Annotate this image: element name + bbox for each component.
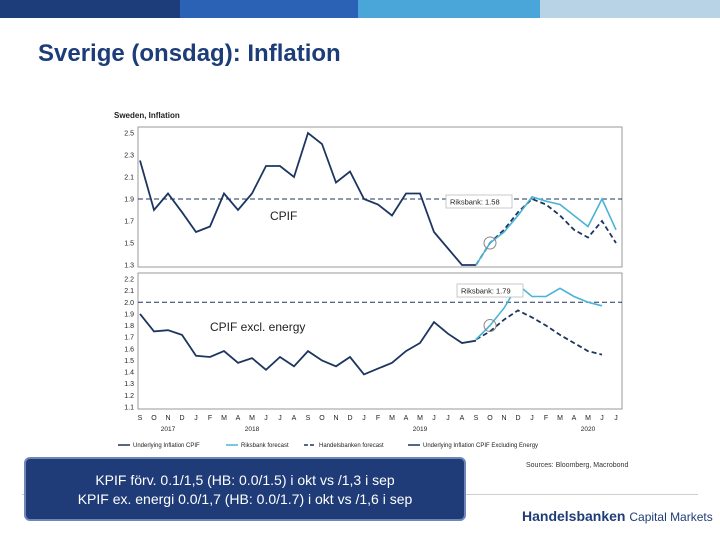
y-tick-label: 1.8 <box>124 323 134 330</box>
y-tick-label: 1.6 <box>124 346 134 353</box>
y-tick-label: 1.7 <box>124 219 134 226</box>
chart-sources: Sources: Bloomberg, Macrobond <box>526 462 629 469</box>
y-tick-label: 1.5 <box>124 241 134 248</box>
x-tick-label: J <box>278 415 282 422</box>
x-tick-label: A <box>236 415 241 422</box>
x-tick-label: A <box>460 415 465 422</box>
riksbank-label-box <box>445 194 513 209</box>
x-tick-label: J <box>264 415 268 422</box>
y-tick-label: 1.2 <box>124 393 134 400</box>
panel-label: CPIF excl. energy <box>210 320 305 334</box>
forecast-callout: KPIF förv. 0.1/1,5 (HB: 0.0/1.5) i okt v… <box>24 457 466 521</box>
y-tick-label: 1.5 <box>124 358 134 365</box>
year-label: 2017 <box>161 426 176 433</box>
y-tick-label: 1.3 <box>124 381 134 388</box>
forecast-start-marker <box>483 319 497 333</box>
y-tick-label: 2.1 <box>124 175 134 182</box>
panel-frame <box>137 272 623 410</box>
x-tick-label: O <box>151 415 157 422</box>
riksbank-label: Riksbank: 1.58 <box>450 198 500 207</box>
top-bar-segment-1 <box>0 0 180 18</box>
top-bar-segment-2 <box>180 0 358 18</box>
legend-label: Underlying Inflation CPIF Excluding Ener… <box>423 443 538 449</box>
y-tick-label: 2.0 <box>124 300 134 307</box>
x-tick-label: F <box>544 415 548 422</box>
brand-name: Handelsbanken <box>522 508 626 524</box>
legend-label: Underlying Inflation CPIF <box>133 443 200 449</box>
x-tick-label: M <box>221 415 227 422</box>
x-tick-label: J <box>432 415 436 422</box>
riksbank-label-box <box>456 283 524 298</box>
actual-series-line <box>139 313 477 376</box>
callout-line-2: KPIF ex. energi 0.0/1,7 (HB: 0.0/1.7) i … <box>77 491 413 507</box>
inflation-chart: Sweden, Inflation 1.3 1.5 1.7 1.9 2.1 2.3 2.5 CP… <box>114 111 623 449</box>
forecast-start-marker <box>483 236 497 250</box>
x-tick-label: D <box>347 415 352 422</box>
brand-sub: Capital Markets <box>629 510 713 524</box>
x-tick-label: J <box>194 415 198 422</box>
slide-title: Sverige (onsdag): Inflation <box>38 40 341 67</box>
panel-label: CPIF <box>270 209 297 223</box>
x-tick-label: M <box>389 415 395 422</box>
x-tick-label: N <box>501 415 506 422</box>
year-label: 2019 <box>413 426 428 433</box>
x-tick-label: M <box>417 415 423 422</box>
year-label: 2020 <box>581 426 596 433</box>
y-tick-label: 1.7 <box>124 335 134 342</box>
y-tick-label: 1.9 <box>124 197 134 204</box>
legend-label: Riksbank forecast <box>241 443 289 449</box>
x-tick-label: S <box>138 415 143 422</box>
chart-title: Sweden, Inflation <box>114 111 180 120</box>
brand-logo: Handelsbanken Capital Markets <box>522 508 713 524</box>
x-tick-label: M <box>585 415 591 422</box>
y-tick-label: 1.3 <box>124 263 134 270</box>
y-tick-label: 1.1 <box>124 405 134 412</box>
x-tick-label: O <box>319 415 325 422</box>
x-tick-label: J <box>362 415 366 422</box>
x-tick-label: O <box>487 415 493 422</box>
y-tick-label: 1.4 <box>124 370 134 377</box>
y-tick-label: 2.3 <box>124 153 134 160</box>
x-tick-label: S <box>474 415 479 422</box>
x-tick-label: A <box>404 415 409 422</box>
legend-label: Handelsbanken forecast <box>319 443 384 449</box>
x-tick-label: N <box>333 415 338 422</box>
x-tick-label: D <box>515 415 520 422</box>
x-tick-label: J <box>614 415 618 422</box>
x-tick-label: S <box>306 415 311 422</box>
top-bar-segment-4 <box>540 0 720 18</box>
y-tick-label: 2.5 <box>124 131 134 138</box>
riksbank-label: Riksbank: 1.79 <box>461 287 511 296</box>
x-tick-label: D <box>179 415 184 422</box>
x-tick-label: F <box>376 415 380 422</box>
x-tick-label: M <box>557 415 563 422</box>
riksbank-forecast-line <box>475 283 603 341</box>
panel-frame <box>137 126 623 268</box>
x-tick-label: M <box>249 415 255 422</box>
x-tick-label: N <box>165 415 170 422</box>
callout-line-1: KPIF förv. 0.1/1,5 (HB: 0.0/1.5) i okt v… <box>95 472 395 488</box>
x-tick-label: J <box>600 415 604 422</box>
y-tick-label: 2.1 <box>124 288 134 295</box>
y-tick-label: 1.9 <box>124 311 134 318</box>
actual-series-line <box>139 131 476 266</box>
x-tick-label: A <box>292 415 297 422</box>
year-label: 2018 <box>245 426 260 433</box>
handelsbanken-forecast-line <box>475 197 617 266</box>
x-tick-label: A <box>572 415 577 422</box>
top-color-bar <box>0 0 720 18</box>
x-tick-label: F <box>208 415 212 422</box>
handelsbanken-forecast-line <box>475 309 603 356</box>
x-tick-label: J <box>530 415 534 422</box>
top-bar-segment-3 <box>358 0 540 18</box>
x-tick-label: J <box>446 415 450 422</box>
riksbank-forecast-line <box>475 195 617 266</box>
y-tick-label: 2.2 <box>124 277 134 284</box>
